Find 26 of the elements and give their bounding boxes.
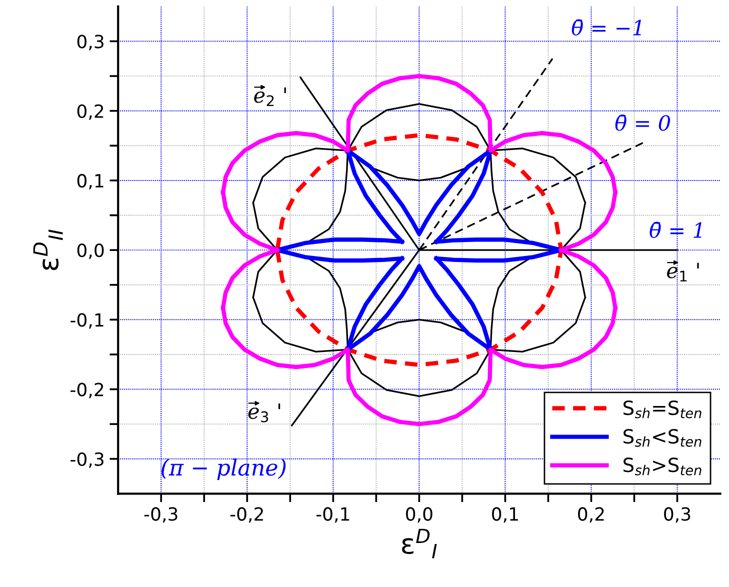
x-tick-label: -0,3 — [144, 507, 178, 523]
y-tick-label: 0,0 — [77, 244, 104, 260]
annotation: e$_{3}$ ' — [248, 404, 280, 422]
y-tick-label: 0,3 — [77, 34, 104, 50]
x-tick-label: 0,0 — [406, 507, 432, 523]
y-tick-label: -0,3 — [70, 452, 104, 468]
legend-label: S$_{sh}$<S$_{ten}$ — [624, 429, 702, 447]
y-axis-title: ε$^{D}$$_{II}$ — [33, 230, 63, 270]
y-tick-label: 0,2 — [77, 104, 104, 120]
annotation: θ̄ = 1 — [650, 222, 702, 238]
y-tick-label: -0,1 — [70, 313, 104, 329]
annotation: e$_{2}$ ' — [254, 87, 286, 106]
x-tick-label: 0,3 — [664, 507, 690, 523]
annotation: θ̄ = −1 — [572, 19, 641, 36]
annotation: θ̄ = 0 — [615, 114, 670, 131]
y-tick-label: -0,2 — [70, 382, 104, 398]
y-tick-label: 0,1 — [77, 174, 104, 190]
annotation: e$_{1}$ ' — [667, 262, 699, 282]
x-tick-label: 0,1 — [492, 507, 518, 523]
legend-label: S$_{sh}$=S$_{ten}$ — [624, 400, 702, 418]
annotation: (π − plane) — [162, 458, 286, 480]
x-tick-label: 0,2 — [578, 507, 604, 523]
legend-label: S$_{sh}$>S$_{ten}$ — [624, 458, 702, 476]
x-tick-label: -0,2 — [230, 507, 263, 523]
x-tick-label: -0,1 — [316, 507, 350, 523]
x-axis-title: ε$^{D}$$_{I}$ — [402, 528, 437, 558]
